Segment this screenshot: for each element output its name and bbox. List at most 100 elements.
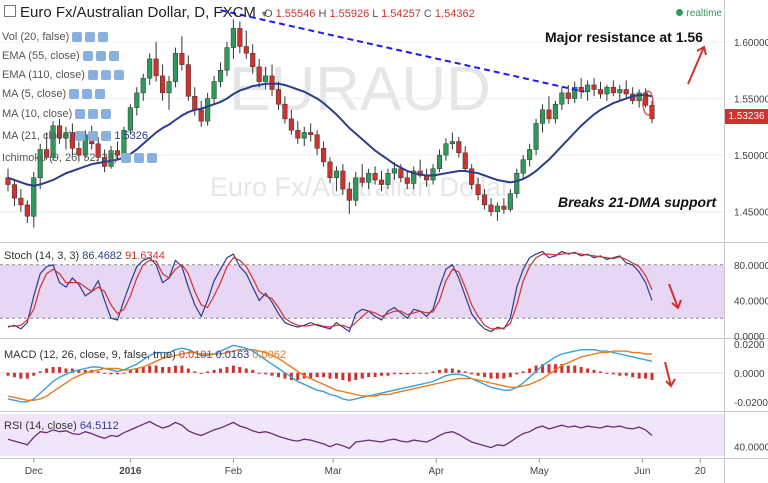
eye-icon[interactable]: [75, 109, 86, 119]
eye-icon[interactable]: [69, 89, 80, 99]
macd-value: 0.0163: [215, 349, 250, 361]
macd-histogram-bar: [244, 368, 248, 373]
candle-body: [636, 92, 642, 102]
macd-histogram-bar: [322, 372, 326, 378]
macd-histogram-bar: [186, 368, 190, 373]
settings-icon[interactable]: [95, 51, 106, 61]
indicator-row-ma5[interactable]: MA (5, close): [2, 88, 106, 100]
macd-histogram-bar: [598, 371, 602, 373]
candle-body: [314, 134, 320, 149]
watermark-symbol: EURAUD: [229, 55, 491, 124]
macd-histogram-bar: [328, 372, 332, 379]
indicator-row-ma21[interactable]: MA (21, close) 1.5326: [2, 130, 148, 142]
chevron-down-icon[interactable]: ▼: [259, 9, 269, 19]
candle-body: [37, 149, 43, 179]
macd-histogram-bar: [373, 372, 377, 378]
eye-icon[interactable]: [87, 70, 98, 80]
macd-histogram-bar: [444, 368, 448, 373]
close-icon[interactable]: [95, 89, 106, 99]
settings-icon[interactable]: [82, 89, 93, 99]
macd-histogram-bar: [225, 367, 229, 373]
candle-body: [237, 28, 243, 47]
rsi-line: [7, 420, 653, 450]
chart-title: Euro Fx/Australian Dollar, D, FXCM ▼: [4, 4, 269, 21]
macd-histogram-bar: [12, 372, 16, 378]
macd-histogram-bar: [135, 368, 139, 373]
candle-body: [449, 141, 455, 145]
candle-body: [224, 47, 230, 71]
close-icon[interactable]: [108, 51, 119, 61]
indicator-row-vol[interactable]: Vol (20, false): [2, 31, 109, 43]
high-label: H: [318, 8, 327, 20]
settings-icon[interactable]: [88, 109, 99, 119]
eye-icon[interactable]: [120, 153, 131, 163]
candle-body: [160, 75, 166, 94]
macd-histogram-bar: [38, 371, 42, 373]
macd-histogram-bar: [573, 365, 577, 373]
candle-body: [114, 150, 121, 156]
macd-histogram-bar: [354, 372, 358, 381]
macd-histogram-bar: [193, 371, 197, 373]
candle-body: [295, 129, 301, 139]
settings-icon[interactable]: [100, 70, 111, 80]
x-tick-label: Jun: [634, 466, 650, 477]
indicator-name-ma21: MA (21, close): [2, 130, 73, 142]
macd-histogram-bar: [425, 372, 429, 374]
annotation-breaks-support: Breaks 21-DMA support: [558, 194, 718, 210]
macd-line-signal: [7, 349, 652, 401]
candle-body: [507, 193, 513, 210]
indicator-row-ema55[interactable]: EMA (55, close): [2, 50, 119, 62]
annotation-major-resistance: Major resistance at 1.56: [545, 29, 703, 45]
candle-body: [443, 143, 449, 156]
rsi-name: RSI (14, close): [4, 420, 77, 432]
stoch-name: Stoch (14, 3, 3): [4, 250, 80, 262]
close-icon[interactable]: [113, 70, 124, 80]
eye-icon[interactable]: [75, 131, 86, 141]
macd-histogram-bar: [560, 364, 564, 373]
macd-histogram-bar: [148, 365, 152, 373]
candle-body: [372, 172, 378, 181]
settings-icon[interactable]: [88, 131, 99, 141]
status-dot-icon: [676, 9, 684, 16]
price-tick-label: 1.45000: [734, 208, 768, 219]
candle-body: [147, 58, 153, 79]
macd-histogram-bar: [386, 372, 390, 376]
indicator-row-ichimoku[interactable]: Ichimoku (9, 26, 52, 26): [2, 152, 157, 164]
close-icon[interactable]: [101, 131, 112, 141]
candle-body: [192, 96, 198, 111]
candle-body: [69, 132, 75, 149]
macd-histogram-bar: [219, 368, 223, 373]
macd-histogram-bar: [77, 369, 81, 373]
close-icon[interactable]: [146, 153, 157, 163]
settings-icon[interactable]: [133, 153, 144, 163]
candle-body: [327, 161, 333, 179]
macd-histogram-bar: [173, 365, 177, 373]
collapse-icon[interactable]: [4, 5, 16, 17]
macd-legend: MACD (12, 26, close, 9, false, true) 0.0…: [4, 349, 286, 361]
candle-body: [469, 168, 475, 185]
macd-histogram-bar: [206, 371, 210, 373]
macd-histogram-bar: [437, 369, 441, 373]
candle-body: [501, 205, 507, 210]
low-label: L: [372, 8, 379, 20]
indicator-row-ema110[interactable]: EMA (110, close): [2, 69, 124, 81]
indicator-row-ma10[interactable]: MA (10, close): [2, 108, 112, 120]
close-icon[interactable]: [98, 32, 109, 42]
candle-body: [76, 148, 82, 156]
candle-body: [346, 188, 352, 201]
macd-histogram-bar: [315, 372, 319, 378]
indicator-name-vol: Vol (20, false): [2, 31, 70, 43]
macd-tick-label: 0.0200: [734, 340, 765, 351]
eye-icon[interactable]: [72, 32, 83, 42]
settings-icon[interactable]: [85, 32, 96, 42]
candle-body: [527, 149, 533, 160]
candle-body: [610, 86, 616, 94]
candle-body: [140, 77, 146, 94]
macd-histogram-bar: [115, 372, 119, 375]
macd-histogram-bar: [161, 367, 165, 373]
eye-icon[interactable]: [82, 51, 93, 61]
close-value: 1.54362: [434, 8, 475, 20]
candle-body: [301, 132, 307, 139]
close-icon[interactable]: [101, 109, 112, 119]
